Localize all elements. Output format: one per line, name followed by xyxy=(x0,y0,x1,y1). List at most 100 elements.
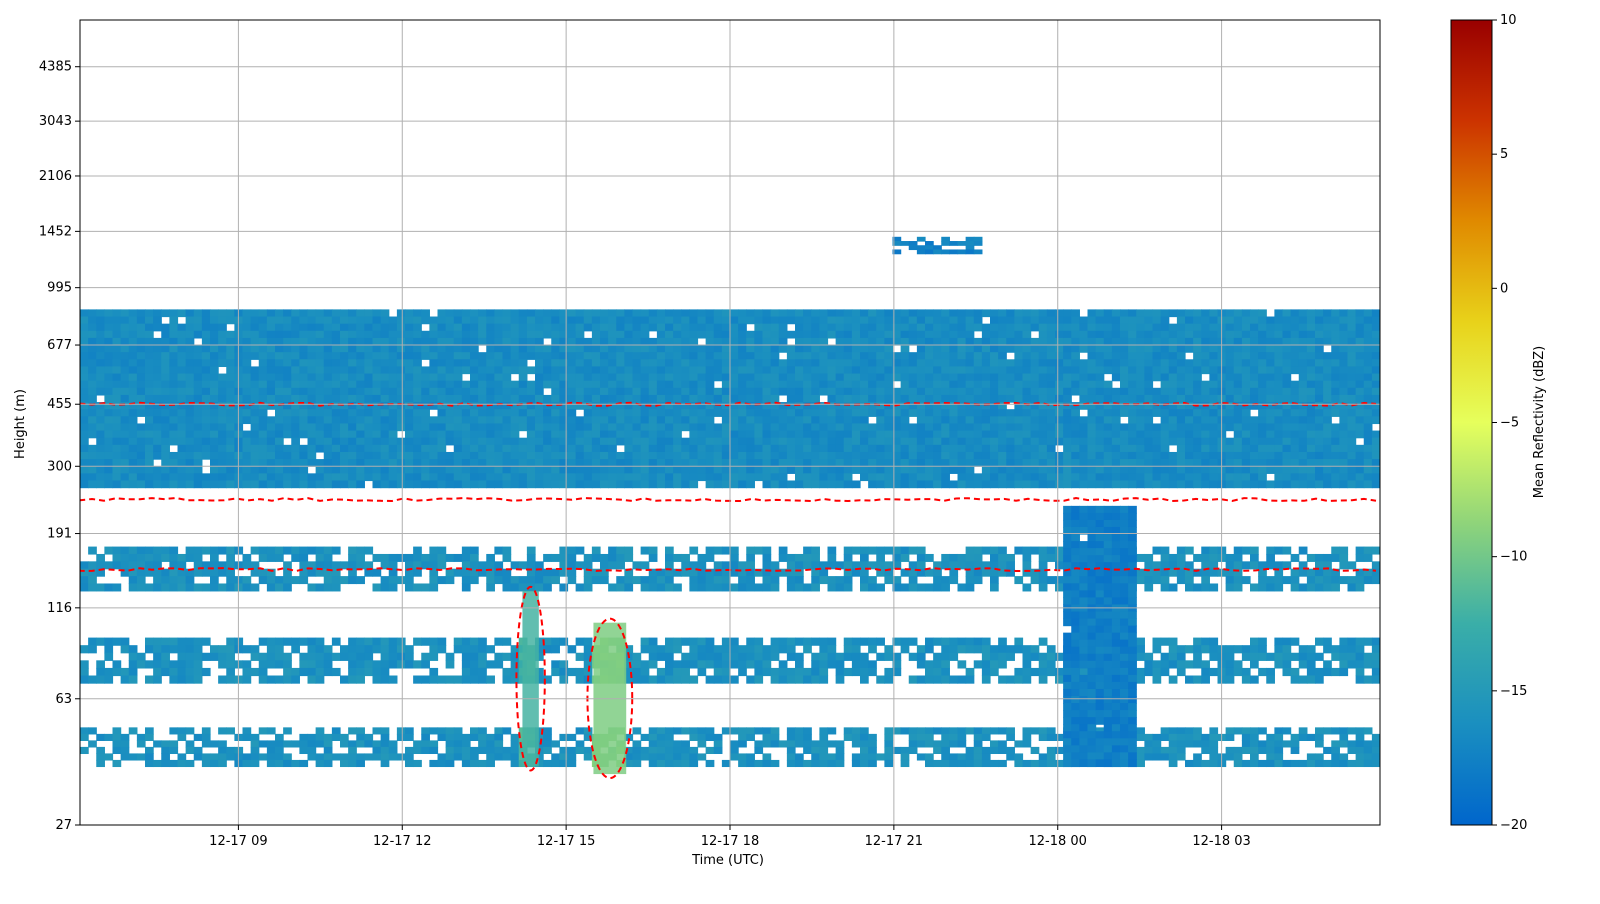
heatmap-cell xyxy=(851,459,861,467)
heatmap-cell xyxy=(803,309,812,318)
heatmap-cell xyxy=(1274,437,1284,446)
heatmap-cell xyxy=(941,437,950,446)
heatmap-cell xyxy=(1014,480,1024,489)
heatmap-cell xyxy=(437,473,447,482)
heatmap-cell xyxy=(275,416,284,425)
heatmap-cell xyxy=(632,394,642,403)
heatmap-cell xyxy=(1160,473,1170,482)
heatmap-cell xyxy=(632,409,642,417)
heatmap-cell xyxy=(819,316,829,325)
heatmap-cell xyxy=(299,546,309,555)
heatmap-cell xyxy=(396,359,406,368)
heatmap-cell xyxy=(868,576,877,585)
heatmap-cell xyxy=(1298,444,1308,453)
heatmap-cell xyxy=(1006,309,1015,318)
plot-area xyxy=(80,236,1380,775)
heatmap-cell xyxy=(713,459,723,467)
heatmap-cell xyxy=(990,359,999,368)
heatmap-cell xyxy=(786,583,796,592)
heatmap-cell xyxy=(526,402,536,410)
heatmap-cell xyxy=(559,394,569,403)
heatmap-cell xyxy=(210,561,219,570)
heatmap-cell xyxy=(1233,561,1243,570)
heatmap-cell xyxy=(1063,423,1072,432)
heatmap-cell xyxy=(851,309,861,318)
heatmap-cell xyxy=(1193,459,1202,467)
heatmap-cell xyxy=(990,437,999,446)
heatmap-cell xyxy=(218,583,227,592)
heatmap-cell xyxy=(177,645,187,654)
heatmap-cell xyxy=(648,423,658,432)
heatmap-cell xyxy=(746,480,755,489)
heatmap-cell xyxy=(1160,409,1170,417)
heatmap-cell xyxy=(632,576,642,585)
heatmap-cell xyxy=(925,352,934,360)
heatmap-cell xyxy=(1225,316,1235,325)
heatmap-cell xyxy=(941,394,950,403)
heatmap-cell xyxy=(396,323,406,332)
heatmap-cell xyxy=(88,394,97,403)
heatmap-cell xyxy=(421,637,430,646)
heatmap-cell xyxy=(770,409,780,417)
heatmap-cell xyxy=(1266,394,1275,403)
heatmap-cell xyxy=(380,466,390,474)
heatmap-cell xyxy=(860,337,869,346)
heatmap-cell xyxy=(1347,466,1357,474)
heatmap-cell xyxy=(388,323,398,332)
heatmap-cell xyxy=(819,480,829,489)
heatmap-cell xyxy=(697,416,707,425)
heatmap-cell xyxy=(161,402,170,410)
heatmap-cell xyxy=(786,561,796,570)
heatmap-cell xyxy=(1103,330,1113,339)
heatmap-cell xyxy=(250,430,260,439)
heatmap-cell xyxy=(1022,316,1032,325)
heatmap-cell xyxy=(1006,466,1015,474)
heatmap-cell xyxy=(608,553,617,562)
heatmap-cell xyxy=(713,583,723,592)
heatmap-cell xyxy=(843,451,853,460)
heatmap-cell xyxy=(949,459,959,467)
heatmap-cell xyxy=(925,316,934,325)
heatmap-cell xyxy=(445,430,455,439)
heatmap-cell xyxy=(689,409,699,417)
heatmap-cell xyxy=(421,675,430,684)
heatmap-cell xyxy=(453,387,463,396)
heatmap-cell xyxy=(876,561,885,570)
heatmap-cell xyxy=(957,459,967,467)
heatmap-cell xyxy=(908,444,918,453)
heatmap-cell xyxy=(738,323,747,332)
heatmap-cell xyxy=(933,330,942,339)
heatmap-cell xyxy=(1347,423,1357,432)
heatmap-cell xyxy=(957,337,967,346)
heatmap-cell xyxy=(1030,309,1040,318)
heatmap-cell xyxy=(1315,553,1324,562)
heatmap-cell xyxy=(762,583,772,592)
heatmap-cell xyxy=(478,330,487,339)
heatmap-cell xyxy=(981,373,991,382)
heatmap-cell xyxy=(307,473,317,482)
heatmap-cell xyxy=(1241,416,1251,425)
heatmap-cell xyxy=(632,459,642,467)
heatmap-cell xyxy=(1266,345,1275,353)
heatmap-cell xyxy=(689,568,699,577)
heatmap-cell xyxy=(600,309,609,318)
heatmap-cell xyxy=(656,337,666,346)
heatmap-cell xyxy=(957,366,967,375)
heatmap-cell xyxy=(754,652,764,661)
heatmap-cell xyxy=(746,430,755,439)
heatmap-cell xyxy=(973,380,983,389)
heatmap-cell xyxy=(340,416,349,425)
heatmap-cell xyxy=(721,373,731,382)
heatmap-cell xyxy=(128,316,138,325)
heatmap-cell xyxy=(1144,430,1154,439)
heatmap-cell xyxy=(721,430,731,439)
heatmap-cell xyxy=(754,373,764,382)
heatmap-cell xyxy=(185,466,195,474)
heatmap-cell xyxy=(226,430,235,439)
heatmap-cell xyxy=(1168,583,1178,592)
heatmap-cell xyxy=(210,337,219,346)
heatmap-cell xyxy=(1103,423,1113,432)
heatmap-cell xyxy=(1087,430,1097,439)
heatmap-cell xyxy=(153,660,162,669)
heatmap-cell xyxy=(746,553,755,562)
